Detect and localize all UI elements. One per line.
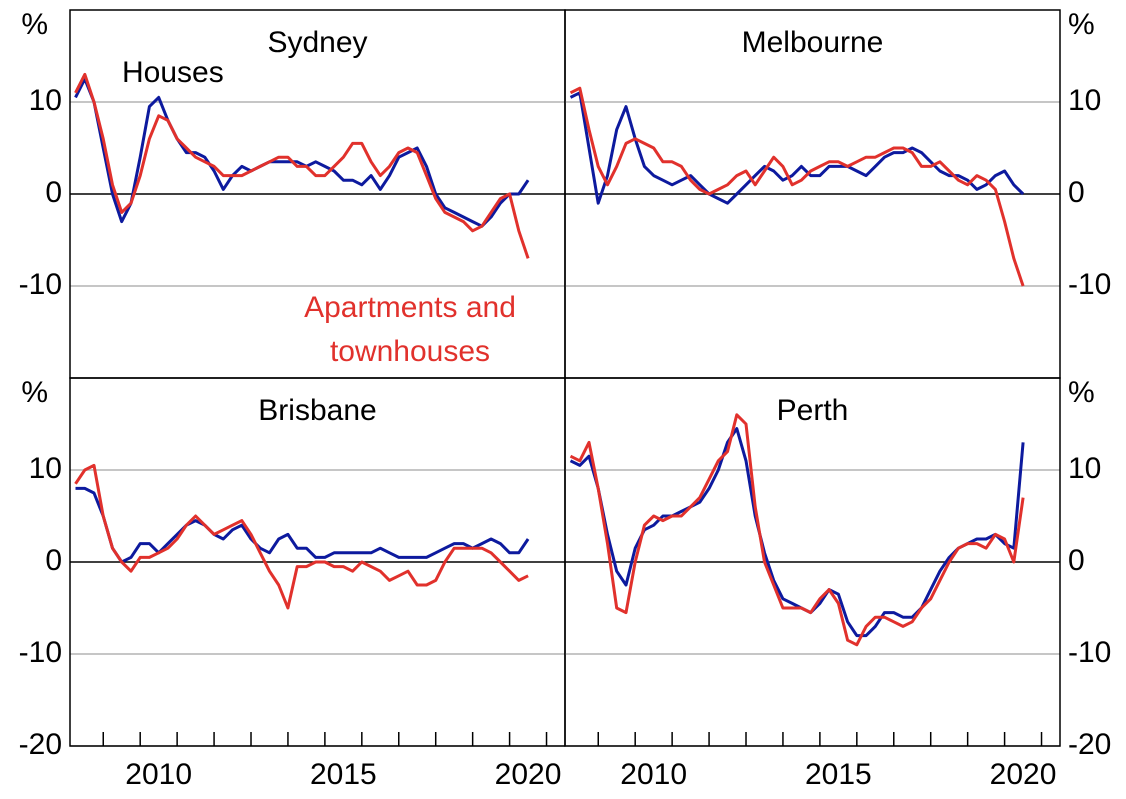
- y-tick-label: 0: [1068, 176, 1085, 209]
- y-tick-label: 0: [1068, 544, 1085, 577]
- y-tick-label: -10: [19, 268, 62, 301]
- y-unit: %: [1068, 8, 1095, 41]
- y-tick-label: 10: [1068, 452, 1101, 485]
- y-tick-label: -20: [19, 728, 62, 761]
- y-tick-label: 0: [45, 544, 62, 577]
- panel-title: Brisbane: [258, 394, 376, 427]
- y-tick-label: 10: [1068, 84, 1101, 117]
- y-unit: %: [21, 376, 48, 409]
- panel-title: Melbourne: [742, 26, 884, 59]
- line-series: [569, 427, 1025, 638]
- y-tick-label: -20: [1068, 728, 1111, 761]
- x-tick-label: 2015: [310, 758, 377, 791]
- y-tick-label: 10: [29, 452, 62, 485]
- y-unit: %: [21, 8, 48, 41]
- legend-label: Houses: [122, 56, 224, 89]
- line-series: [74, 77, 530, 228]
- x-tick-label: 2020: [495, 758, 562, 791]
- y-tick-label: -10: [1068, 268, 1111, 301]
- x-tick-label: 2020: [990, 758, 1057, 791]
- legend-box: Apartments and townhouses: [304, 291, 516, 368]
- y-unit: %: [1068, 376, 1095, 409]
- panel-title: Sydney: [267, 26, 367, 59]
- x-tick-label: 2015: [805, 758, 872, 791]
- legend-label: Apartments and townhouses: [304, 291, 516, 368]
- line-series: [569, 86, 1025, 287]
- y-tick-label: 0: [45, 176, 62, 209]
- y-tick-label: 10: [29, 84, 62, 117]
- y-tick-label: -10: [19, 636, 62, 669]
- y-tick-label: -10: [1068, 636, 1111, 669]
- line-series: [75, 486, 530, 564]
- panel-title: Perth: [777, 394, 849, 427]
- line-series: [74, 72, 530, 259]
- x-tick-label: 2010: [620, 758, 687, 791]
- panel-frame: [564, 377, 1061, 747]
- line-series: [569, 91, 1025, 205]
- line-series: [569, 413, 1025, 647]
- line-series: [74, 463, 529, 610]
- x-tick-label: 2010: [125, 758, 192, 791]
